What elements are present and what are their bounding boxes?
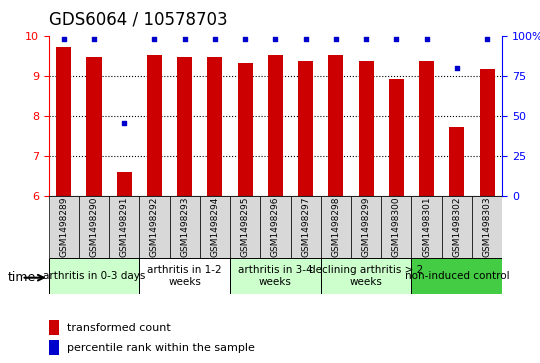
- Text: GSM1498294: GSM1498294: [211, 197, 219, 257]
- Point: [211, 37, 219, 42]
- Text: non-induced control: non-induced control: [404, 271, 509, 281]
- Text: GSM1498299: GSM1498299: [362, 197, 370, 257]
- Text: GSM1498292: GSM1498292: [150, 197, 159, 257]
- Bar: [268, 55, 283, 196]
- Text: GSM1498293: GSM1498293: [180, 197, 189, 257]
- Bar: [49, 320, 59, 335]
- Text: GSM1498300: GSM1498300: [392, 196, 401, 257]
- Point: [241, 37, 249, 42]
- Text: GSM1498303: GSM1498303: [483, 196, 491, 257]
- Text: GSM1498295: GSM1498295: [241, 197, 249, 257]
- Point: [150, 37, 159, 42]
- Point: [180, 37, 189, 42]
- Text: GSM1498291: GSM1498291: [120, 197, 129, 257]
- Bar: [472, 196, 502, 258]
- Text: GSM1498298: GSM1498298: [332, 197, 340, 257]
- Bar: [230, 258, 321, 294]
- Bar: [480, 69, 495, 196]
- Bar: [49, 196, 79, 258]
- Bar: [139, 258, 230, 294]
- Bar: [291, 196, 321, 258]
- Point: [483, 37, 491, 42]
- Point: [392, 37, 401, 42]
- Text: GSM1498296: GSM1498296: [271, 197, 280, 257]
- Text: GSM1498302: GSM1498302: [453, 197, 461, 257]
- Point: [271, 37, 280, 42]
- Point: [301, 37, 310, 42]
- Bar: [321, 258, 411, 294]
- Bar: [328, 55, 343, 196]
- Text: GSM1498297: GSM1498297: [301, 197, 310, 257]
- Bar: [449, 127, 464, 196]
- Bar: [147, 55, 162, 196]
- Point: [120, 120, 129, 126]
- Bar: [359, 61, 374, 196]
- Bar: [411, 196, 442, 258]
- Bar: [170, 196, 200, 258]
- Bar: [86, 57, 102, 196]
- Bar: [230, 196, 260, 258]
- Point: [362, 37, 370, 42]
- Text: GSM1498290: GSM1498290: [90, 197, 98, 257]
- Bar: [321, 196, 351, 258]
- Bar: [49, 258, 139, 294]
- Point: [59, 37, 68, 42]
- Text: arthritis in 0-3 days: arthritis in 0-3 days: [43, 271, 145, 281]
- Text: GSM1498301: GSM1498301: [422, 196, 431, 257]
- Bar: [238, 63, 253, 196]
- Bar: [49, 340, 59, 355]
- Bar: [298, 61, 313, 196]
- Bar: [419, 61, 434, 196]
- Bar: [56, 48, 71, 196]
- Bar: [177, 57, 192, 196]
- Point: [332, 37, 340, 42]
- Point: [422, 37, 431, 42]
- Bar: [260, 196, 291, 258]
- Text: transformed count: transformed count: [67, 323, 171, 333]
- Bar: [442, 196, 472, 258]
- Bar: [207, 57, 222, 196]
- Text: percentile rank within the sample: percentile rank within the sample: [67, 343, 255, 352]
- Bar: [389, 79, 404, 196]
- Text: GDS6064 / 10578703: GDS6064 / 10578703: [49, 11, 227, 29]
- Bar: [139, 196, 170, 258]
- Text: declining arthritis > 2
weeks: declining arthritis > 2 weeks: [309, 265, 423, 287]
- Bar: [117, 172, 132, 196]
- Text: arthritis in 1-2
weeks: arthritis in 1-2 weeks: [147, 265, 222, 287]
- Point: [453, 65, 461, 71]
- Point: [90, 37, 98, 42]
- Bar: [79, 196, 109, 258]
- Bar: [200, 196, 230, 258]
- Text: GSM1498289: GSM1498289: [59, 197, 68, 257]
- Bar: [109, 196, 139, 258]
- Bar: [351, 196, 381, 258]
- Bar: [411, 258, 502, 294]
- Text: time: time: [8, 271, 36, 284]
- Bar: [381, 196, 411, 258]
- Text: arthritis in 3-4
weeks: arthritis in 3-4 weeks: [238, 265, 313, 287]
